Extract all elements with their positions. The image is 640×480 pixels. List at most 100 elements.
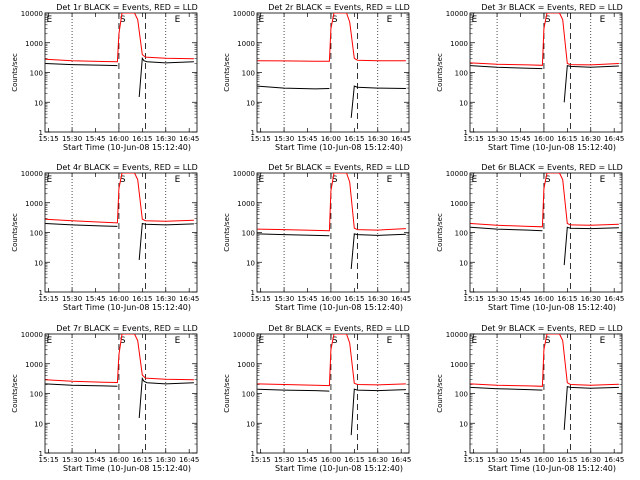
x-axis-label: Start Time (10-Jun-08 15:12:40) <box>488 303 616 312</box>
marker-s: S <box>120 336 126 346</box>
marker-s: S <box>120 175 126 185</box>
marker-e-right: E <box>387 336 393 346</box>
y-tick-label: 100 <box>242 391 255 399</box>
x-tick-label: 16:45 <box>179 135 199 143</box>
axes-frame <box>469 172 623 293</box>
marker-e-left: E <box>472 336 478 346</box>
x-tick-label: 15:30 <box>487 135 507 143</box>
y-tick-label: 1 <box>39 129 43 137</box>
x-tick-label: 15:30 <box>62 456 82 464</box>
x-axis-label: Start Time (10-Jun-08 15:12:40) <box>488 143 616 152</box>
marker-e-right: E <box>600 15 606 25</box>
axes-frame <box>44 333 198 454</box>
marker-e-left: E <box>472 15 478 25</box>
series-lld-line <box>45 173 139 224</box>
y-tick-label: 10000 <box>21 170 43 178</box>
x-tick-label: 15:15 <box>39 135 59 143</box>
y-tick-label: 10000 <box>446 331 468 339</box>
x-tick-label: 16:30 <box>156 295 176 303</box>
marker-s: S <box>545 175 551 185</box>
x-tick-label: 16:15 <box>344 456 364 464</box>
marker-e-left: E <box>47 15 53 25</box>
series-lld-line <box>257 334 351 387</box>
y-tick-label: 10000 <box>233 170 255 178</box>
x-tick-label: 16:00 <box>321 135 341 143</box>
series-lld-line <box>470 13 564 66</box>
y-tick-label: 100 <box>30 391 43 399</box>
x-tick-label: 15:30 <box>62 295 82 303</box>
axes-frame <box>469 12 623 133</box>
marker-s: S <box>545 15 551 25</box>
x-tick-label: 16:30 <box>156 456 176 464</box>
axes-frame <box>44 172 198 293</box>
series-lld-line <box>45 334 139 384</box>
y-axis-label: Counts/sec <box>11 374 19 413</box>
x-tick-label: 16:00 <box>321 456 341 464</box>
y-tick-label: 100 <box>242 70 255 78</box>
marker-s: S <box>332 336 338 346</box>
y-axis-label: Counts/sec <box>11 213 19 252</box>
series-lld-line <box>470 334 564 387</box>
y-tick-label: 10000 <box>21 10 43 18</box>
y-tick-label: 1 <box>39 289 43 297</box>
x-tick-label: 16:15 <box>557 295 577 303</box>
x-tick-label: 15:45 <box>85 295 105 303</box>
chart-title: Det 2r BLACK = Events, RED = LLD <box>268 3 410 12</box>
y-tick-label: 1 <box>251 450 255 458</box>
x-tick-label: 15:15 <box>464 135 484 143</box>
axes-frame <box>469 333 623 454</box>
series-events-line <box>350 233 406 269</box>
axes-frame <box>256 172 410 293</box>
marker-e-right: E <box>175 336 181 346</box>
y-tick-label: 1000 <box>25 40 43 48</box>
x-tick-label: 15:45 <box>85 135 105 143</box>
y-tick-label: 1000 <box>25 200 43 208</box>
y-tick-label: 10000 <box>233 331 255 339</box>
y-tick-label: 100 <box>30 230 43 238</box>
series-lld-line <box>137 340 194 381</box>
x-tick-label: 15:45 <box>297 135 317 143</box>
x-tick-label: 16:15 <box>557 456 577 464</box>
x-tick-label: 16:30 <box>156 135 176 143</box>
marker-s: S <box>332 175 338 185</box>
series-events-line <box>470 386 543 391</box>
x-axis-label: Start Time (10-Jun-08 15:12:40) <box>275 143 403 152</box>
x-tick-label: 16:30 <box>581 456 601 464</box>
series-lld-line <box>562 179 619 226</box>
series-lld-line <box>349 342 406 386</box>
y-tick-label: 1 <box>39 450 43 458</box>
y-tick-label: 10 <box>34 420 43 428</box>
marker-e-right: E <box>175 15 181 25</box>
marker-e-left: E <box>259 336 265 346</box>
y-tick-label: 1 <box>251 289 255 297</box>
series-lld-line <box>257 173 351 232</box>
y-tick-label: 10000 <box>446 10 468 18</box>
series-events-line <box>563 64 619 103</box>
series-events-line <box>45 223 118 227</box>
x-tick-label: 16:45 <box>391 456 411 464</box>
y-tick-label: 1000 <box>237 40 255 48</box>
y-tick-label: 10000 <box>21 331 43 339</box>
series-events-line <box>45 63 118 67</box>
y-tick-label: 10000 <box>233 10 255 18</box>
y-tick-label: 1000 <box>450 361 468 369</box>
x-tick-label: 16:45 <box>604 295 624 303</box>
marker-e-left: E <box>47 175 53 185</box>
x-tick-label: 16:30 <box>368 295 388 303</box>
x-tick-label: 15:15 <box>251 295 271 303</box>
series-events-line <box>257 388 330 392</box>
y-axis-label: Counts/sec <box>223 374 231 413</box>
y-tick-label: 10000 <box>446 170 468 178</box>
chart-title: Det 6r BLACK = Events, RED = LLD <box>481 163 623 172</box>
x-tick-label: 15:30 <box>487 295 507 303</box>
y-tick-label: 1 <box>464 450 468 458</box>
x-tick-label: 15:45 <box>510 295 530 303</box>
y-tick-label: 100 <box>455 70 468 78</box>
y-tick-label: 10 <box>246 99 255 107</box>
